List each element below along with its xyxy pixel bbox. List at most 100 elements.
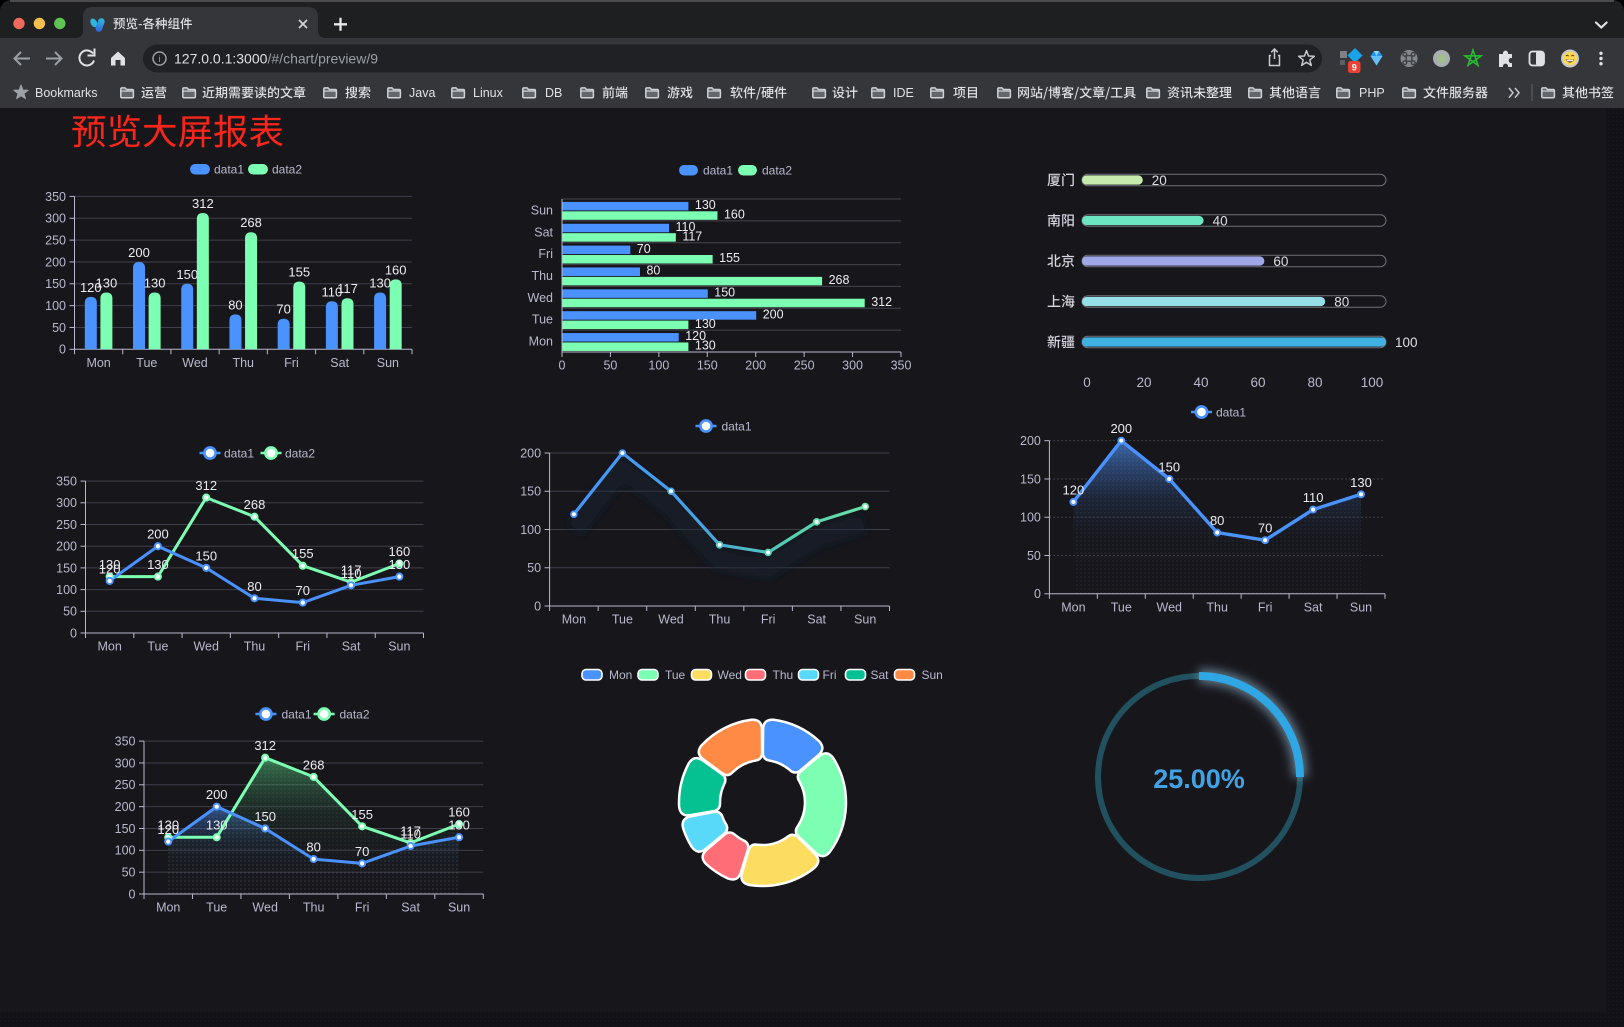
svg-text:150: 150	[1158, 459, 1180, 474]
svg-text:120: 120	[1063, 482, 1085, 497]
svg-text:Sat: Sat	[534, 225, 553, 239]
svg-text:200: 200	[45, 255, 66, 269]
svg-text:data1: data1	[224, 446, 254, 460]
svg-text:130: 130	[695, 198, 716, 212]
svg-text:Sat: Sat	[871, 668, 890, 682]
svg-text:150: 150	[697, 359, 718, 373]
svg-text:Sun: Sun	[1350, 600, 1372, 614]
svg-text:Fri: Fri	[295, 640, 310, 654]
svg-text:Wed: Wed	[718, 668, 742, 682]
svg-text:0: 0	[559, 359, 566, 373]
svg-text:Thu: Thu	[232, 356, 254, 370]
svg-text:100: 100	[1020, 511, 1041, 525]
svg-text:160: 160	[448, 805, 470, 820]
svg-text:70: 70	[637, 242, 651, 256]
svg-text:100: 100	[115, 844, 136, 858]
svg-text:Thu: Thu	[773, 668, 794, 682]
svg-text:20: 20	[1136, 375, 1151, 390]
svg-text:100: 100	[56, 583, 77, 597]
svg-text:70: 70	[276, 302, 290, 317]
svg-text:160: 160	[385, 262, 407, 277]
svg-text:80: 80	[1307, 375, 1322, 390]
svg-text:312: 312	[195, 478, 217, 493]
svg-text:Sat: Sat	[1304, 600, 1323, 614]
svg-text:Mon: Mon	[609, 668, 632, 682]
svg-text:130: 130	[144, 276, 166, 291]
svg-text:0: 0	[70, 626, 77, 640]
svg-text:70: 70	[1258, 521, 1272, 536]
svg-text:130: 130	[1350, 475, 1372, 490]
svg-text:Fri: Fri	[761, 613, 776, 627]
svg-text:130: 130	[147, 557, 169, 572]
svg-text:110: 110	[676, 220, 696, 234]
svg-text:150: 150	[714, 286, 735, 300]
svg-text:312: 312	[192, 196, 214, 211]
svg-text:268: 268	[303, 757, 325, 772]
svg-text:80: 80	[247, 579, 261, 594]
svg-text:50: 50	[1027, 549, 1041, 563]
svg-text:130: 130	[157, 818, 179, 833]
svg-text:250: 250	[45, 234, 66, 248]
svg-text:Sun: Sun	[388, 640, 410, 654]
svg-text:200: 200	[147, 527, 169, 542]
svg-text:200: 200	[56, 540, 77, 554]
svg-text:50: 50	[603, 359, 617, 373]
svg-text:Fri: Fri	[538, 247, 553, 261]
svg-text:0: 0	[129, 887, 136, 901]
svg-text:0: 0	[1083, 375, 1091, 390]
svg-text:data1: data1	[703, 164, 733, 178]
svg-text:110: 110	[341, 566, 362, 581]
svg-text:268: 268	[829, 273, 850, 287]
svg-text:25.00%: 25.00%	[1153, 764, 1245, 794]
svg-text:Sun: Sun	[922, 668, 943, 682]
svg-text:100: 100	[520, 523, 541, 537]
svg-text:IDE: IDE	[893, 86, 914, 100]
svg-text:117: 117	[341, 563, 362, 578]
svg-text:Thu: Thu	[244, 640, 266, 654]
svg-text:150: 150	[1020, 472, 1041, 486]
svg-text:Fri: Fri	[355, 901, 370, 915]
svg-text:Thu: Thu	[1206, 600, 1228, 614]
svg-text:120: 120	[685, 329, 706, 343]
svg-text:Sun: Sun	[377, 356, 399, 370]
svg-text:Thu: Thu	[531, 269, 553, 283]
svg-text:200: 200	[745, 359, 766, 373]
svg-text:100: 100	[648, 359, 669, 373]
svg-text:Thu: Thu	[303, 901, 325, 915]
svg-text:Mon: Mon	[86, 356, 110, 370]
svg-text:60: 60	[1250, 375, 1265, 390]
svg-text:250: 250	[56, 518, 77, 532]
svg-text:130: 130	[206, 818, 228, 833]
svg-text:data2: data2	[272, 163, 302, 177]
svg-text:Fri: Fri	[823, 668, 837, 682]
svg-text:80: 80	[306, 840, 320, 855]
svg-text:Mon: Mon	[97, 640, 121, 654]
svg-text:312: 312	[254, 738, 276, 753]
svg-text:Tue: Tue	[206, 901, 227, 915]
svg-text:Thu: Thu	[709, 613, 731, 627]
svg-text:150: 150	[195, 548, 217, 563]
svg-text:150: 150	[176, 267, 198, 282]
svg-text:250: 250	[794, 359, 815, 373]
svg-text:110: 110	[400, 826, 421, 841]
svg-text:110: 110	[1303, 490, 1324, 505]
svg-text:130: 130	[369, 276, 391, 291]
svg-text:80: 80	[1210, 513, 1224, 528]
svg-text:PHP: PHP	[1359, 86, 1385, 100]
svg-text:0: 0	[534, 599, 541, 613]
svg-text:100: 100	[1395, 335, 1418, 350]
svg-text:Wed: Wed	[1157, 600, 1183, 614]
svg-text:Wed: Wed	[528, 291, 554, 305]
svg-text:150: 150	[45, 277, 66, 291]
svg-text:Tue: Tue	[665, 668, 686, 682]
svg-text:50: 50	[63, 605, 77, 619]
svg-text:350: 350	[45, 190, 66, 204]
svg-text:312: 312	[871, 295, 892, 309]
svg-text:Mon: Mon	[562, 613, 586, 627]
svg-text:Sat: Sat	[401, 901, 420, 915]
svg-text:data1: data1	[1216, 405, 1246, 419]
svg-text:60: 60	[1273, 254, 1288, 269]
svg-text:0: 0	[59, 343, 66, 357]
svg-text:200: 200	[128, 245, 150, 260]
svg-text:300: 300	[842, 359, 863, 373]
